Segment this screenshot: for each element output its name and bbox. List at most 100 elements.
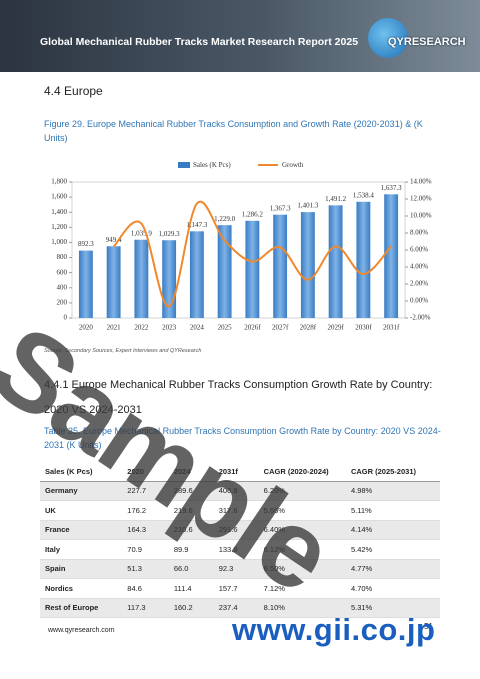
cell: 210.6 — [168, 520, 214, 540]
cell: 89.9 — [168, 539, 214, 560]
bar — [189, 231, 204, 318]
bar — [273, 214, 288, 318]
cell: 160.2 — [168, 598, 214, 618]
cell: 289.6 — [168, 481, 214, 501]
row-label: Italy — [40, 539, 123, 560]
cell: 111.4 — [168, 578, 214, 599]
value-label: 1,637.3 — [381, 184, 403, 192]
row-label: Nordics — [40, 578, 123, 599]
bar — [384, 194, 399, 318]
cell: 291.6 — [213, 520, 259, 540]
tick-label: 1,800 — [51, 178, 67, 186]
growth-line — [112, 200, 392, 308]
x-tick-label: 2030f — [355, 324, 372, 332]
cell: 6.20% — [258, 481, 346, 501]
table-row: Rest of Europe 117.3 160.2 237.4 8.10% 5.31% — [40, 598, 440, 618]
header-cell: CAGR (2020-2024) — [258, 462, 346, 482]
cell: 6.50% — [258, 559, 346, 579]
cell: 66.0 — [168, 559, 214, 579]
cell: 219.6 — [168, 500, 214, 521]
x-tick-label: 2023 — [162, 324, 177, 332]
cell: 4.98% — [345, 481, 440, 501]
cell: 6.12% — [258, 539, 346, 560]
cell: 237.4 — [213, 598, 259, 618]
logo-text: QYRESEARCH — [388, 36, 466, 48]
header-cell: 2031f — [213, 462, 259, 482]
tick-label: 2.00% — [410, 280, 428, 288]
legend-label: Growth — [282, 161, 304, 169]
cell: 51.3 — [122, 559, 169, 579]
x-tick-label: 2029f — [327, 324, 344, 332]
x-tick-label: 2020 — [79, 324, 94, 332]
page-number: 51 — [424, 622, 433, 631]
tick-label: 0.00% — [410, 297, 428, 305]
header-cell: 2020 — [122, 462, 169, 482]
tick-label: 200 — [57, 298, 68, 306]
header-cell: CAGR (2025-2031) — [345, 462, 440, 482]
bar — [162, 240, 177, 318]
table-row: Germany 227.7 289.6 406.9 6.20% 4.98% — [40, 481, 440, 501]
bar — [245, 220, 260, 318]
value-label: 1,367.3 — [270, 204, 292, 212]
footer-url: www.qyresearch.com — [48, 627, 115, 634]
bar — [356, 201, 371, 318]
plot-area — [71, 181, 406, 319]
cell: 70.9 — [122, 539, 169, 560]
cell: 5.66% — [258, 500, 346, 521]
cell: 164.3 — [122, 520, 169, 540]
table: Sales (K Pcs) 2020 2024 2031f CAGR (2020-202… — [40, 462, 440, 618]
bar — [217, 225, 232, 318]
bar — [106, 246, 121, 318]
tick-label: 800 — [57, 253, 68, 261]
tick-label: 1,200 — [51, 223, 67, 231]
cell: 4.77% — [345, 559, 440, 579]
tick-label: -2.00% — [410, 314, 431, 322]
cell: 8.10% — [258, 598, 346, 618]
cell: 7.12% — [258, 578, 346, 599]
header-cell: 2024 — [168, 462, 214, 482]
value-label: 1,286.2 — [242, 210, 264, 218]
chart: 0 200 400 600 800 1,000 1,200 1,400 1,600 1,800 -2… — [51, 161, 432, 332]
header-cell: Sales (K Pcs) — [40, 462, 123, 482]
header-title: Global Mechanical Rubber Tracks Market R… — [40, 36, 359, 48]
bar — [78, 250, 93, 318]
value-label: 949.4 — [106, 236, 122, 244]
tick-label: 4.00% — [410, 263, 428, 271]
cell: 4.70% — [345, 578, 440, 599]
table-row: Spain 51.3 66.0 92.3 6.50% 4.77% — [40, 559, 440, 579]
x-tick-label: 2022 — [134, 324, 149, 332]
tick-label: 6.00% — [410, 246, 428, 254]
table-row: France 164.3 210.6 291.6 6.40% 4.14% — [40, 520, 440, 540]
section-title: 4.4 Europe — [44, 84, 103, 98]
legend-swatch — [178, 162, 190, 168]
x-tick-label: 2028f — [300, 324, 317, 332]
tick-label: 0 — [64, 314, 68, 322]
tick-label: 8.00% — [410, 229, 428, 237]
cell: 84.6 — [122, 578, 169, 599]
table-row: UK 176.2 219.6 317.6 5.66% 5.11% — [40, 500, 440, 521]
value-label: 1,229.0 — [214, 215, 236, 223]
row-label: Spain — [40, 559, 123, 579]
cell: 6.40% — [258, 520, 346, 540]
row-label: UK — [40, 500, 123, 521]
figure-caption: Figure 29. Europe Mechanical Rubber Trac… — [44, 119, 423, 143]
cell: 406.9 — [213, 481, 259, 501]
subsection-title: 4.4.1 Europe Mechanical Rubber Tracks Co… — [44, 379, 433, 416]
row-label: Germany — [40, 481, 123, 501]
table-header-row: Sales (K Pcs) 2020 2024 2031f CAGR (2020-202… — [40, 462, 440, 482]
tick-label: 10.00% — [410, 212, 432, 220]
value-label: 1,147.3 — [186, 221, 208, 229]
value-label: 1,401.3 — [297, 202, 319, 210]
watermark-site: www.gii.co.jp — [232, 612, 436, 647]
value-label: 1,035.9 — [131, 229, 153, 237]
tick-label: 12.00% — [410, 195, 432, 203]
cell: 4.14% — [345, 520, 440, 540]
tick-label: 1,000 — [51, 238, 67, 246]
bar — [328, 205, 343, 318]
row-label: Rest of Europe — [40, 598, 123, 618]
table-row: Italy 70.9 89.9 133.8 6.12% 5.42% — [40, 539, 440, 560]
x-tick-label: 2025 — [218, 324, 233, 332]
x-tick-label: 2027f — [272, 324, 289, 332]
value-label: 1,029.3 — [159, 230, 181, 238]
